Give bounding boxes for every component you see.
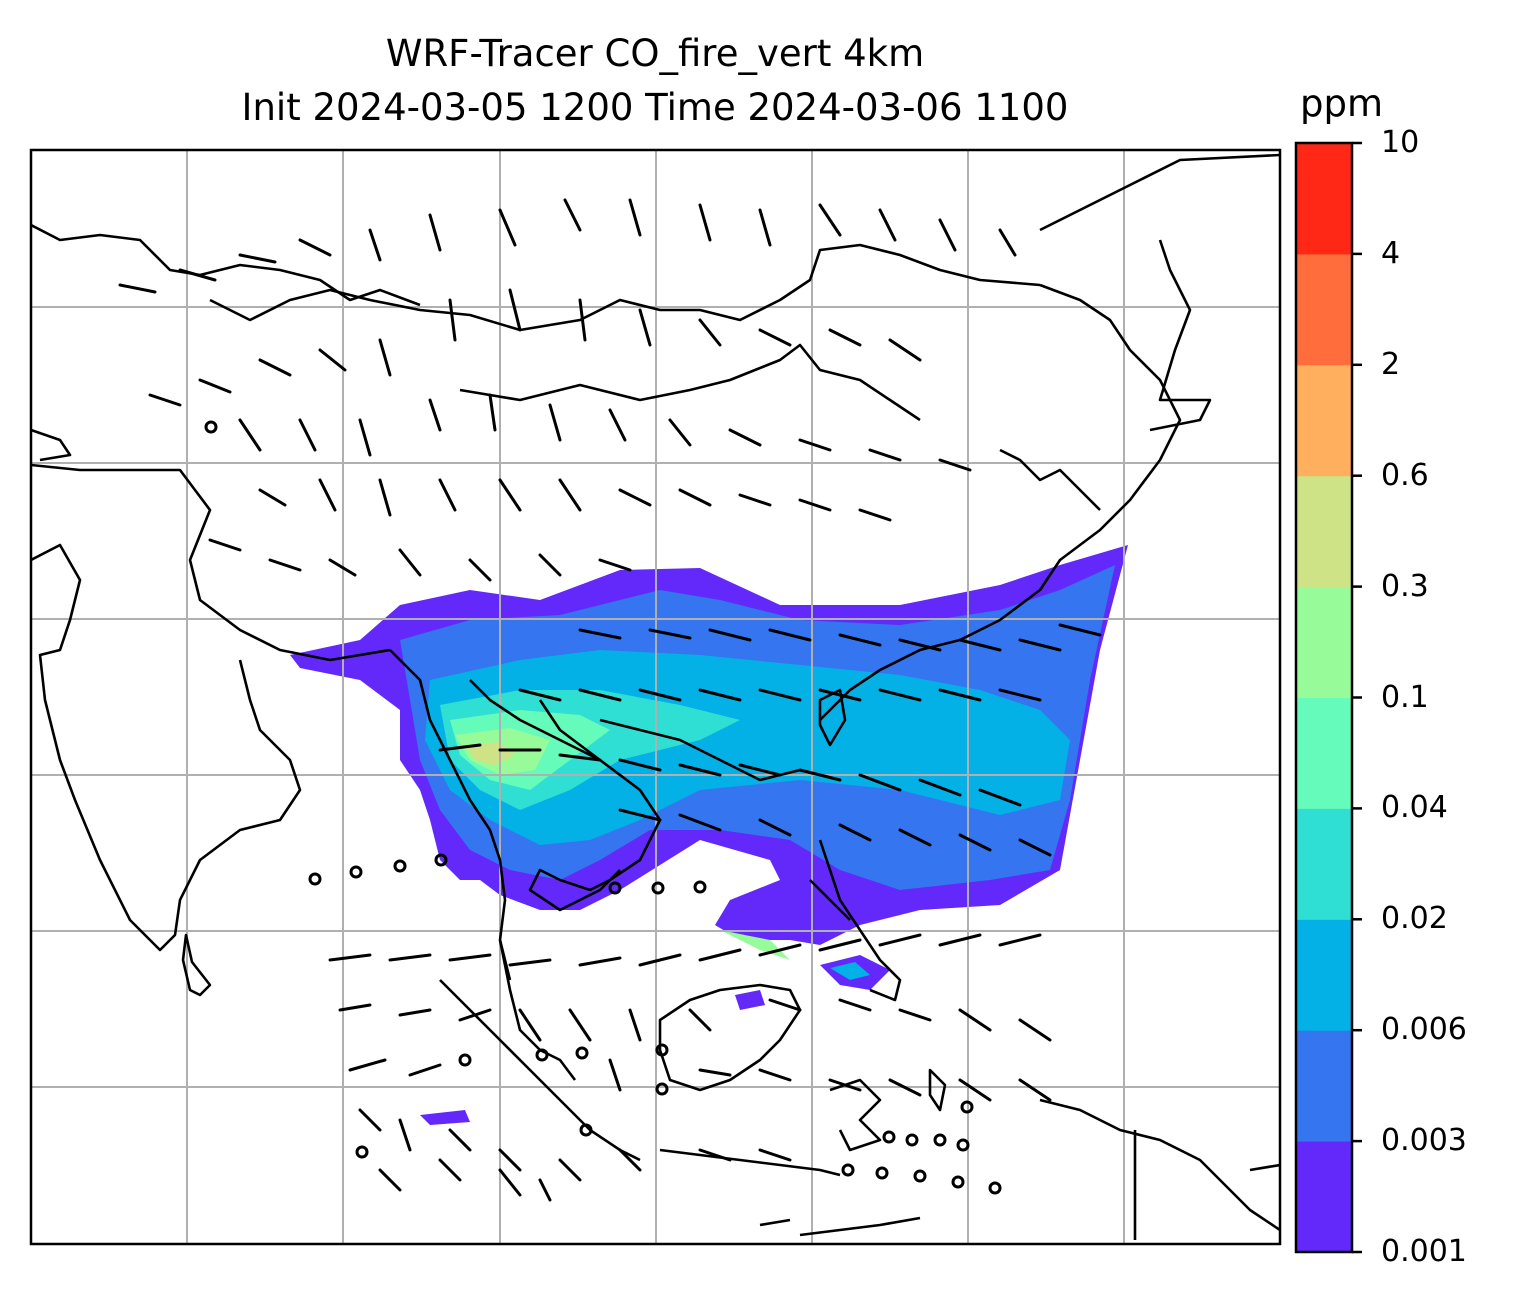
map-title-line-2: Init 2024-03-05 1200 Time 2024-03-06 110… — [241, 86, 1069, 129]
colorbar-tick-label: 2 — [1381, 346, 1401, 382]
map-title-line-1: WRF-Tracer CO_fire_vert 4km — [385, 32, 925, 75]
colorbar-tick-label: 0.04 — [1381, 790, 1448, 826]
colorbar-segment-2 — [1296, 919, 1352, 1031]
colorbar-unit-label: ppm — [1300, 82, 1384, 125]
colorbar-tick-label: 0.02 — [1381, 901, 1448, 937]
colorbar — [1294, 141, 1362, 1254]
colorbar-tick-label: 0.001 — [1381, 1234, 1467, 1269]
colorbar-tick-label: 10 — [1381, 125, 1420, 160]
colorbar-segment-1 — [1296, 1030, 1352, 1142]
wind-barbs — [118, 198, 1102, 1202]
coastlines-and-borders — [31, 153, 1280, 1240]
colorbar-segment-6 — [1296, 475, 1352, 588]
colorbar-tick-label: 4 — [1381, 235, 1401, 271]
colorbar-segment-0 — [1296, 1141, 1352, 1253]
colorbar-segment-9 — [1296, 143, 1352, 255]
colorbar-tick-label: 0.1 — [1381, 679, 1429, 715]
colorbar-segment-7 — [1296, 364, 1352, 477]
colorbar-segment-8 — [1296, 253, 1352, 366]
colorbar-segment-5 — [1296, 586, 1352, 698]
colorbar-segment-3 — [1296, 808, 1352, 920]
colorbar-tick-label: 0.3 — [1381, 568, 1429, 604]
colorbar-segment-4 — [1296, 697, 1352, 809]
colorbar-tick-label: 0.6 — [1381, 457, 1429, 493]
colorbar-tick-label: 0.006 — [1381, 1012, 1467, 1048]
colorbar-tick-label: 0.003 — [1381, 1123, 1467, 1159]
calm-wind-markers — [204, 420, 1002, 1195]
graticule — [31, 150, 1280, 1244]
